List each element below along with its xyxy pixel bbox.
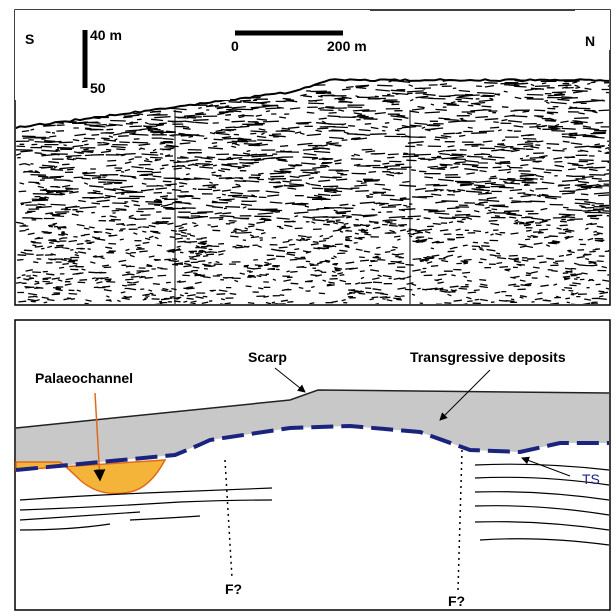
palaeochannel-arrow: [93, 392, 106, 482]
seismic-texture: [16, 79, 609, 304]
fault-label: F?: [225, 581, 242, 597]
ts-surface: [15, 423, 609, 472]
transgressive-label: Transgressive deposits: [410, 349, 566, 365]
reflector: [19, 499, 273, 511]
transgressive-deposits-area: [16, 390, 609, 470]
scarp-arrow: [274, 367, 306, 393]
reflector: [474, 476, 610, 486]
ts-arrow: [521, 456, 571, 477]
north-label: N: [585, 33, 595, 49]
horizontal-scale-end: 200 m: [327, 38, 367, 54]
palaeochannel-label: Palaeochannel: [35, 370, 133, 386]
label-background: [575, 10, 610, 50]
vertical-scale-bottom: 50: [90, 80, 106, 96]
reflector: [19, 511, 141, 521]
vertical-scale-top: 40 m: [90, 27, 122, 43]
reflector: [474, 491, 610, 501]
reflectors: [19, 463, 610, 546]
palaeochannel-fill: [15, 459, 167, 495]
seafloor-reflector: [16, 78, 609, 130]
scale-background: [15, 10, 230, 100]
reflector: [479, 538, 610, 546]
horizontal-scale-start: 0: [231, 38, 239, 54]
reflector: [129, 515, 201, 521]
reflector: [474, 521, 610, 531]
south-label: S: [25, 31, 34, 47]
fault-label: F?: [448, 593, 465, 609]
scarp-label: Scarp: [248, 349, 287, 365]
ts-label: TS: [582, 471, 600, 487]
reflector: [19, 523, 111, 531]
fault: [224, 459, 233, 579]
reflector: [474, 505, 610, 516]
transgressive-arrow: [439, 369, 491, 421]
seismic-reflections: [16, 78, 609, 304]
reflector: [19, 487, 273, 501]
seafloor: [15, 389, 610, 429]
